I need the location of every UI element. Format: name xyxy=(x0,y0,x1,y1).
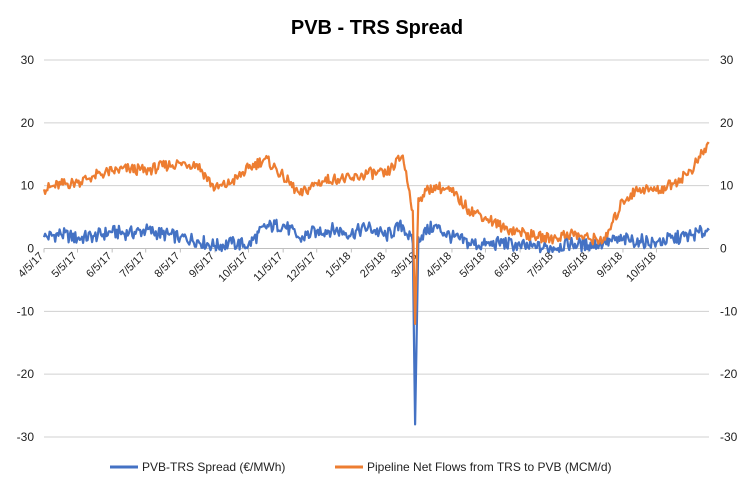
x-axis-tick-label: 10/5/17 xyxy=(216,250,250,284)
x-axis-tick-label: 4/5/18 xyxy=(424,250,454,280)
x-axis-tick-label: 12/5/17 xyxy=(284,250,318,284)
x-axis-tick-label: 6/5/18 xyxy=(492,250,522,280)
left-axis-tick-label: -10 xyxy=(17,304,35,318)
x-axis-tick-label: 11/5/17 xyxy=(251,250,285,284)
x-axis-tick-label: 5/5/17 xyxy=(50,250,80,280)
left-axis-tick-label: -20 xyxy=(17,367,35,381)
series-lines xyxy=(42,141,710,426)
chart-title: PVB - TRS Spread xyxy=(291,17,463,39)
left-axis-ticks: 30 20 10 0 -10 -20 -30 xyxy=(17,53,35,444)
series-line-1 xyxy=(42,218,710,426)
legend: PVB-TRS Spread (€/MWh) Pipeline Net Flows… xyxy=(110,460,612,474)
right-axis-ticks: 30 20 10 0 -10 -20 -30 xyxy=(720,53,738,444)
x-axis-tick-label: 2/5/18 xyxy=(358,250,388,280)
x-axis-tick-label: 1/5/18 xyxy=(323,250,353,280)
left-axis-tick-label: 0 xyxy=(27,242,34,256)
legend-label-1: PVB-TRS Spread (€/MWh) xyxy=(142,460,285,474)
left-axis-tick-label: 20 xyxy=(21,116,35,130)
x-axis-tick-label: 6/5/17 xyxy=(84,250,114,280)
x-axis-tick-label: 9/5/17 xyxy=(187,250,217,280)
right-axis-tick-label: 10 xyxy=(720,179,734,193)
right-axis-tick-label: 0 xyxy=(720,242,727,256)
right-axis-tick-label: -20 xyxy=(720,367,738,381)
right-axis-tick-label: -30 xyxy=(720,430,738,444)
x-axis-tick-label: 8/5/18 xyxy=(560,250,590,280)
series-line-2 xyxy=(42,141,710,325)
legend-label-2: Pipeline Net Flows from TRS to PVB (MCM/… xyxy=(367,460,612,474)
x-axis-tick-label: 5/5/18 xyxy=(457,250,487,280)
x-axis-tick-label: 7/5/17 xyxy=(118,250,148,280)
right-axis-tick-label: 20 xyxy=(720,116,734,130)
x-axis-tick-label: 8/5/17 xyxy=(152,250,182,280)
x-axis-tick-label: 10/5/18 xyxy=(624,250,658,284)
gridlines xyxy=(44,59,709,438)
x-axis-tick-label: 9/5/18 xyxy=(595,250,625,280)
right-axis-tick-label: 30 xyxy=(720,53,734,67)
x-axis-ticks: 4/5/17 5/5/17 6/5/17 7/5/17 8/5/17 9/5/17 10/5… xyxy=(16,248,659,285)
left-axis-tick-label: 10 xyxy=(21,179,35,193)
left-axis-tick-label: 30 xyxy=(21,53,35,67)
left-axis-tick-label: -30 xyxy=(17,430,35,444)
x-axis-tick-label: 7/5/18 xyxy=(526,250,556,280)
right-axis-tick-label: -10 xyxy=(720,304,738,318)
